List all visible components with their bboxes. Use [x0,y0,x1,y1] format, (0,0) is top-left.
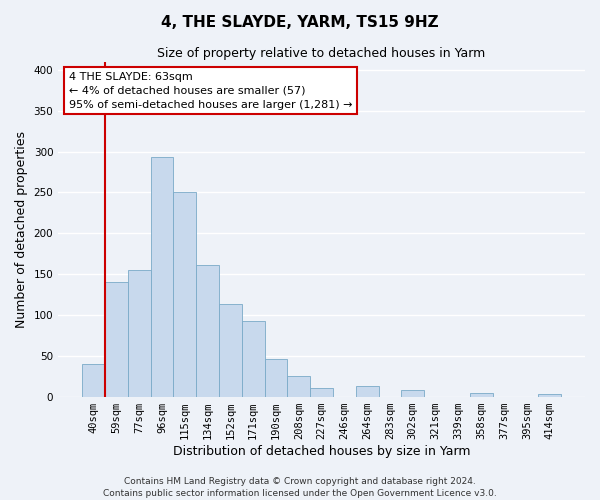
Bar [196,265,219,396]
Bar [242,322,265,396]
Bar [470,394,493,396]
Bar [128,270,151,396]
Bar [356,386,379,396]
Bar [287,376,310,396]
Text: 4, THE SLAYDE, YARM, TS15 9HZ: 4, THE SLAYDE, YARM, TS15 9HZ [161,15,439,30]
Bar [265,359,287,397]
Y-axis label: Number of detached properties: Number of detached properties [15,130,28,328]
Bar [105,282,128,397]
Text: Contains HM Land Registry data © Crown copyright and database right 2024.
Contai: Contains HM Land Registry data © Crown c… [103,476,497,498]
Bar [401,390,424,396]
X-axis label: Distribution of detached houses by size in Yarm: Distribution of detached houses by size … [173,444,470,458]
Bar [173,192,196,396]
Text: 4 THE SLAYDE: 63sqm
← 4% of detached houses are smaller (57)
95% of semi-detache: 4 THE SLAYDE: 63sqm ← 4% of detached hou… [69,72,352,110]
Bar [82,364,105,396]
Bar [310,388,333,396]
Bar [219,304,242,396]
Title: Size of property relative to detached houses in Yarm: Size of property relative to detached ho… [157,48,486,60]
Bar [538,394,561,396]
Bar [151,157,173,396]
